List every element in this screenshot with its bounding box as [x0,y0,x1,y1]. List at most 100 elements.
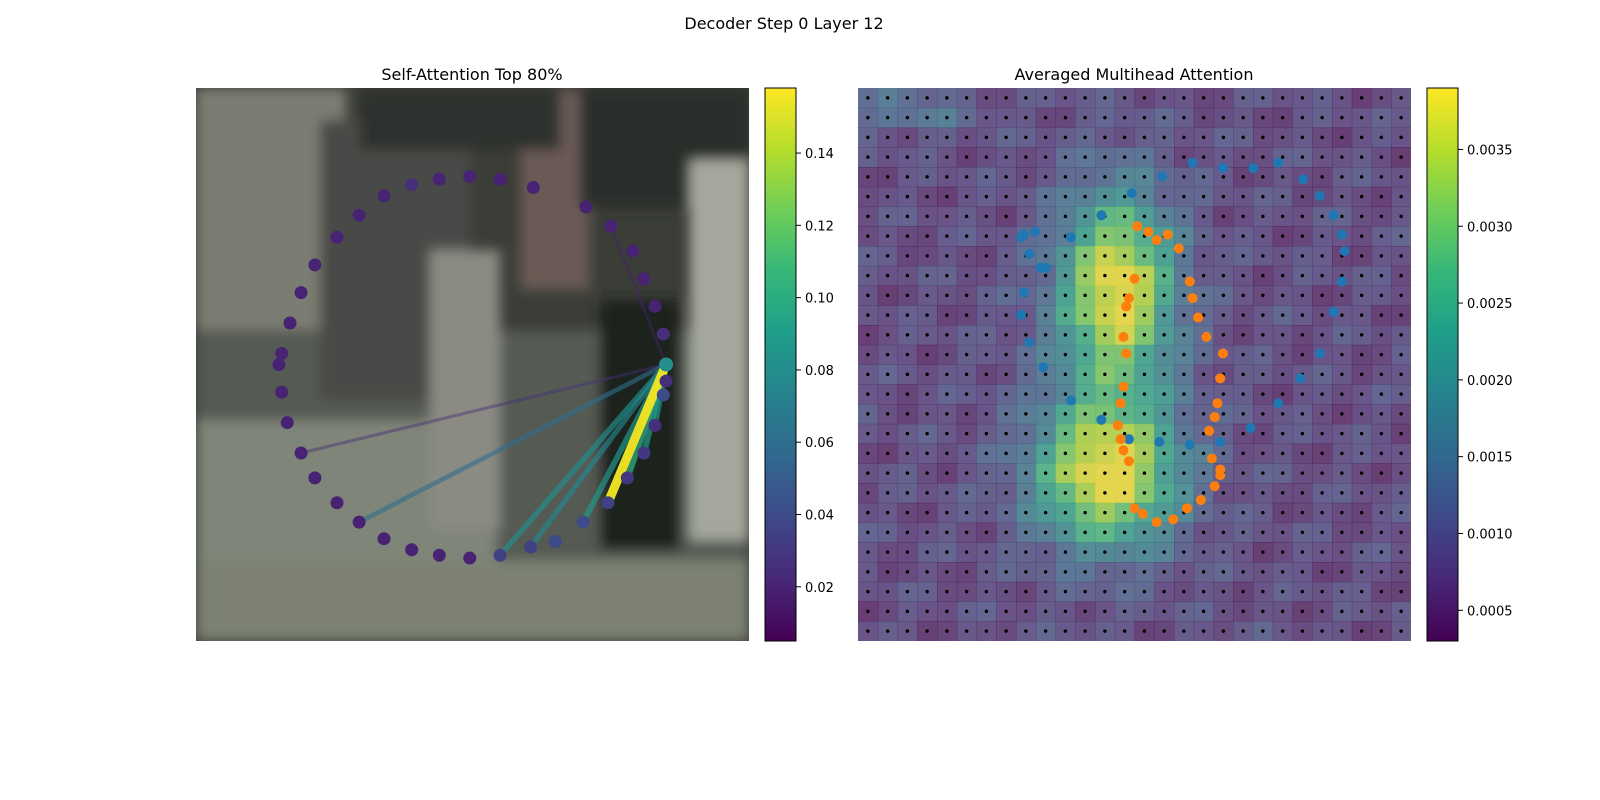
reference-dot [1241,293,1245,298]
reference-dot [866,115,870,120]
reference-dot [1004,115,1008,120]
reference-dot [1103,510,1107,515]
reference-dot [1261,372,1265,377]
reference-dot [1241,471,1245,475]
reference-dot [984,530,989,535]
colorbar-tick-label: 0.0015 [1467,451,1513,466]
reference-dot [945,155,949,159]
reference-dot [1083,135,1087,140]
reference-dot [1300,510,1305,515]
attention-edge [299,362,668,455]
reference-dot [905,254,910,258]
reference-dot [1300,234,1305,238]
right-colorbar-gradient [1426,87,1459,642]
reference-dot [905,471,910,475]
reference-dot [1063,333,1068,337]
blue-point [1298,174,1309,185]
reference-dot [1043,451,1048,456]
reference-dot [1340,194,1344,199]
reference-dot [1043,234,1048,238]
orange-point [1209,481,1220,492]
orange-point [1204,425,1215,436]
reference-dot [1399,530,1403,535]
reference-dot [1280,570,1285,574]
query-point [620,471,634,485]
reference-dot [1122,135,1127,140]
reference-dot [1280,510,1285,515]
reference-dot [905,570,910,574]
reference-dot [885,530,890,535]
reference-dot [1221,530,1226,535]
reference-dot [1142,352,1147,357]
reference-dot [1300,392,1305,396]
reference-dot [1043,629,1048,633]
orange-point [1112,420,1123,431]
reference-dot [1122,175,1127,179]
query-point [493,548,507,562]
reference-dot [1043,372,1048,377]
reference-dot [1083,175,1087,179]
blue-point [1273,398,1284,409]
query-point [524,540,538,554]
reference-dot [885,333,890,337]
reference-dot [1004,313,1008,317]
reference-dot [964,471,969,475]
reference-dot [984,254,989,258]
orange-point [1209,412,1220,423]
reference-dot [964,155,969,159]
query-point [526,181,540,195]
reference-dot [1182,155,1186,159]
query-point [272,358,286,371]
reference-dot [1142,550,1147,554]
reference-dot [1241,629,1245,633]
reference-dot [1004,234,1008,238]
reference-dot [1004,214,1008,219]
reference-dot [1280,155,1285,159]
reference-dot [866,589,870,594]
reference-dot [1103,471,1107,475]
reference-dot [1004,135,1008,140]
reference-dot [1024,550,1028,554]
reference-dot [1043,491,1048,495]
reference-dot [945,293,949,298]
reference-dot [1280,629,1285,633]
reference-dot [1340,352,1344,357]
reference-dot [1359,214,1364,219]
reference-dot [866,392,870,396]
reference-dot [1261,510,1265,515]
reference-dot [1024,491,1028,495]
reference-dot [1083,629,1087,633]
reference-dot [905,372,910,377]
reference-dot [1320,550,1324,554]
reference-dot [1241,155,1245,159]
reference-dot [1320,254,1324,258]
reference-dot [885,550,890,554]
reference-dot [1004,352,1008,357]
reference-dot [964,273,969,278]
colorbar-tick-label: 0.0010 [1467,527,1513,542]
reference-dot [925,392,929,396]
reference-dot [1201,589,1206,594]
reference-dot [1261,214,1265,219]
reference-dot [1399,372,1403,377]
query-point [330,230,344,244]
reference-dot [1103,234,1107,238]
reference-dot [1083,510,1087,515]
left-axes-title: Self-Attention Top 80% [381,65,562,84]
reference-dot [1083,570,1087,574]
reference-dot [905,352,910,357]
reference-dot [1142,254,1147,258]
reference-dot [1320,333,1324,337]
reference-dot [1122,570,1127,574]
reference-dot [1280,214,1285,219]
reference-dot [964,352,969,357]
reference-dot [1043,214,1048,219]
reference-dot [1241,609,1245,614]
reference-dot [1221,273,1226,278]
reference-dot [1241,254,1245,258]
blue-point [1024,248,1035,259]
reference-dot [1261,412,1265,416]
reference-dot [866,451,870,456]
reference-dot [1103,352,1107,357]
reference-dot [1300,194,1305,199]
